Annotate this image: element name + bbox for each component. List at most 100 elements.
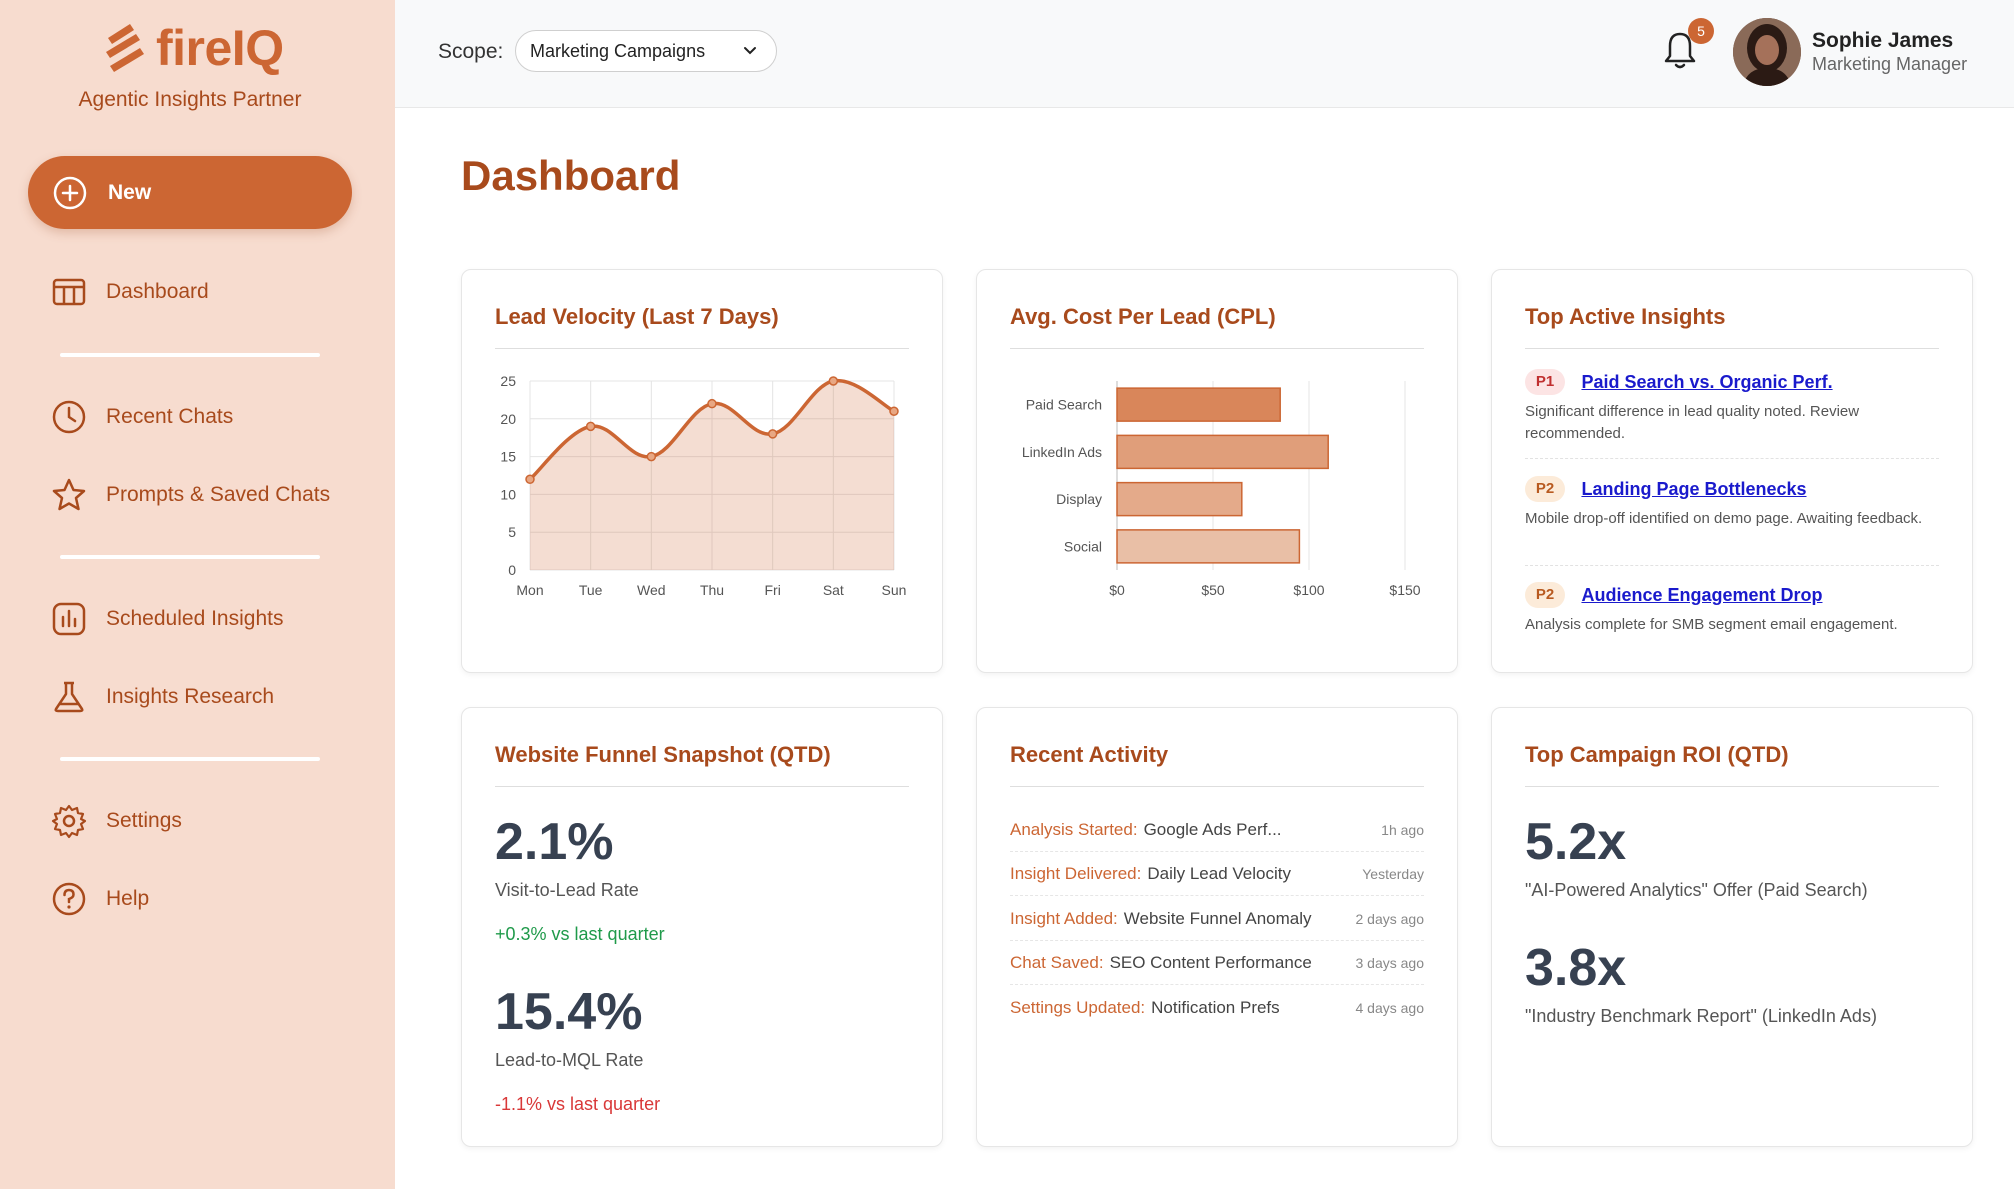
data-point [767,429,778,439]
card-title: Lead Velocity (Last 7 Days) [495,304,779,329]
data-point [707,398,717,409]
lead-velocity-chart: 0 5 10 15 20 25 Mon Tue Wed Thu Fri Sat Sun [500,373,906,598]
card-divider [1525,348,1939,349]
avatar[interactable] [1733,18,1801,86]
insight-item: P1 Paid Search vs. Organic Perf. Signifi… [1525,369,1939,445]
activity-time: 4 days ago [1355,1000,1425,1016]
x-tick-label: $100 [1293,582,1324,598]
y-tick-label: 20 [500,411,516,427]
sidebar-item-settings[interactable]: Settings [50,799,182,843]
flame-logo-icon [106,24,144,72]
activity-name: Google Ads Perf... [1143,819,1282,839]
card-title: Top Campaign ROI (QTD) [1525,742,1789,767]
cpl-card: Avg. Cost Per Lead (CPL) $0 $50 $100 $150 Pa… [976,269,1458,673]
roi-value: 5.2x [1525,813,1627,871]
sidebar-divider [60,353,320,357]
sidebar-item-recent-chats[interactable]: Recent Chats [50,395,233,439]
insight-link[interactable]: Paid Search vs. Organic Perf. [1581,371,1833,392]
activity-name: Notification Prefs [1151,998,1280,1017]
user-avatar-image [1733,18,1801,86]
activity-type: Insight Delivered: [1010,863,1142,883]
scope-select[interactable]: Marketing Campaigns [515,30,777,72]
stat-delta: -1.1% vs last quarter [495,1094,661,1114]
data-point [525,474,535,485]
sidebar-item-help[interactable]: Help [50,877,149,921]
new-button[interactable]: New [28,156,352,229]
bar-chart-icon [52,602,86,636]
gear-icon [51,804,87,839]
y-tick-label: 10 [500,486,516,502]
user-role: Marketing Manager [1812,54,1968,74]
recent-activity-card: Recent Activity Analysis Started: Google … [976,707,1458,1147]
clock-icon [52,400,86,434]
insight-description: Mobile drop-off identified on demo page.… [1525,510,1923,527]
sidebar-item-dashboard[interactable]: Dashboard [50,270,209,314]
help-icon [52,882,86,916]
bell-icon[interactable] [1658,26,1702,74]
bar [1116,481,1243,517]
brand-name: fireIQ [156,20,284,76]
insight-item: P2 Audience Engagement Drop Analysis com… [1525,582,1939,636]
x-tick-label: $50 [1201,582,1225,598]
activity-row[interactable]: Chat Saved: SEO Content Performance 3 day… [1010,941,1424,985]
activity-row[interactable]: Insight Delivered: Daily Lead Velocity Ye… [1010,852,1424,896]
brand-logo[interactable]: fireIQ [100,18,284,78]
y-tick-label: 0 [508,562,516,578]
data-point [889,406,899,416]
page-title: Dashboard [461,152,681,199]
activity-row[interactable]: Settings Updated: Notification Prefs 4 da… [1010,986,1424,1030]
bar [1116,387,1281,422]
activity-name: SEO Content Performance [1109,952,1312,972]
activity-name: Website Funnel Anomaly [1123,908,1312,928]
sidebar: fireIQ Agentic Insights Partner New Dash… [0,0,395,1189]
x-tick-label: Wed [637,582,666,598]
sidebar-divider [60,757,320,761]
sidebar-item-label: Insights Research [106,685,275,708]
flask-icon [54,681,84,713]
y-category-label: LinkedIn Ads [1022,444,1102,460]
activity-row[interactable]: Analysis Started: Google Ads Perf... 1h a… [1010,808,1424,852]
area-fill [530,380,894,570]
card-divider [495,786,909,787]
x-tick-label: Thu [700,582,724,598]
data-point [828,376,839,386]
roi-label: "AI-Powered Analytics" Offer (Paid Searc… [1525,880,1868,900]
roi-value: 3.8x [1525,939,1627,997]
card-divider [1010,348,1424,349]
stat-value: 2.1% [495,813,614,871]
activity-time: Yesterday [1362,865,1424,882]
top-header: Scope: Marketing Campaigns 5 Sophie Jame… [395,0,2014,108]
insight-link[interactable]: Audience Engagement Drop [1581,584,1823,605]
x-tick-label: $150 [1389,582,1420,598]
activity-name: Daily Lead Velocity [1147,863,1291,883]
bar [1116,529,1301,564]
sidebar-item-insights-research[interactable]: Insights Research [50,675,274,719]
insight-divider [1525,565,1939,566]
priority-badge: P2 [1525,582,1565,608]
bar [1116,434,1329,470]
sidebar-divider [60,555,320,559]
insight-divider [1525,458,1939,459]
cpl-chart: $0 $50 $100 $150 Paid Search LinkedIn Ads Disp… [1022,381,1421,598]
y-category-label: Paid Search [1026,397,1102,413]
grid-icon [52,278,86,306]
activity-type: Insight Added: [1010,908,1118,928]
sidebar-item-label: Prompts & Saved Chats [106,483,331,506]
activity-type: Settings Updated: [1010,998,1146,1017]
stat-label: Lead-to-MQL Rate [495,1050,644,1070]
sidebar-item-label: Scheduled Insights [106,607,284,630]
y-category-label: Social [1064,538,1102,554]
card-divider [495,348,909,349]
activity-row[interactable]: Insight Added: Website Funnel Anomaly 2 d… [1010,897,1424,941]
card-title: Top Active Insights [1525,304,1726,329]
stat-value: 15.4% [495,983,643,1041]
notification-badge: 5 [1688,18,1714,44]
insight-link[interactable]: Landing Page Bottlenecks [1581,478,1807,499]
sidebar-item-scheduled-insights[interactable]: Scheduled Insights [50,597,283,641]
data-point [585,421,596,432]
scope-select-value: Marketing Campaigns [530,40,706,61]
sidebar-item-prompts[interactable]: Prompts & Saved Chats [50,473,330,517]
scope-label: Scope: [438,40,504,63]
x-tick-label: Fri [765,582,781,598]
new-button-label: New [108,180,152,204]
